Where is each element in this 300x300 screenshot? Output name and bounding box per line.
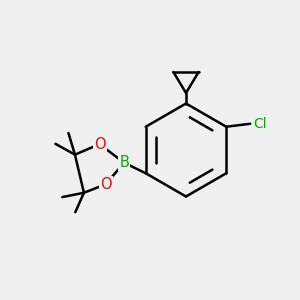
Text: O: O [94, 137, 105, 152]
Text: B: B [119, 155, 129, 170]
Text: Cl: Cl [254, 117, 267, 131]
Text: O: O [100, 177, 111, 192]
